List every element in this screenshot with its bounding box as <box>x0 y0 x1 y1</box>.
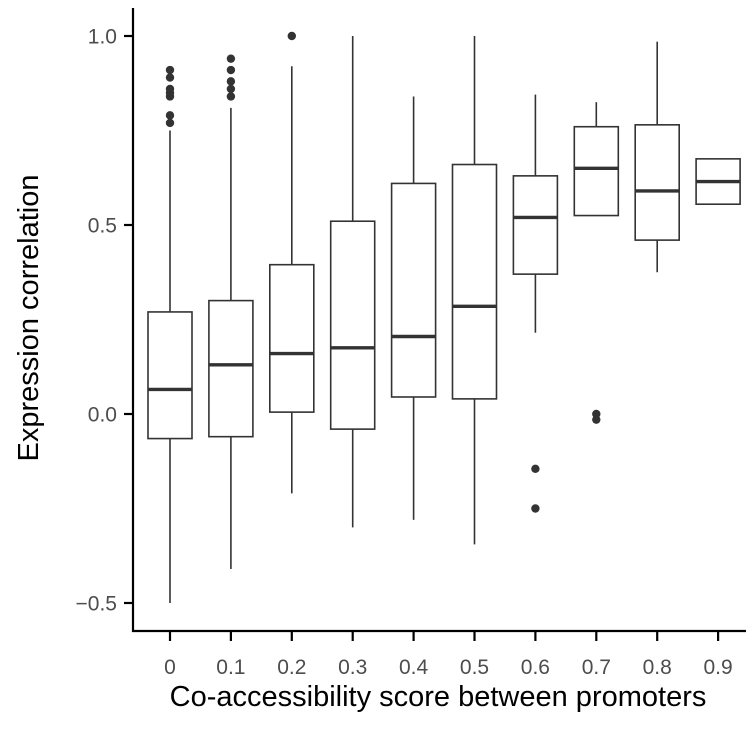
outlier-point <box>226 92 236 101</box>
outlier-point <box>592 415 601 424</box>
x-tick-label: 0.1 <box>216 656 245 679</box>
box-iqr <box>147 311 193 440</box>
outlier-point <box>165 73 175 82</box>
y-tick-label: 0.0 <box>88 404 117 427</box>
outlier-point <box>531 504 540 513</box>
box-group-0.5 <box>451 36 498 545</box>
axes-layer <box>131 8 746 633</box>
outlier-point <box>226 54 236 63</box>
box-iqr <box>268 263 315 413</box>
box-group-0.9 <box>695 158 741 206</box>
x-tick-label: 0.7 <box>582 656 611 679</box>
x-tick-label: 0.4 <box>399 656 429 679</box>
box-group-0 <box>147 65 193 603</box>
box-group-0.2 <box>268 31 315 494</box>
x-axis-title: Co-accessibility score between promoters <box>170 681 707 713</box>
box-iqr <box>329 220 376 430</box>
box-group-0.3 <box>329 36 376 528</box>
x-tick-label: 0.9 <box>703 656 732 679</box>
box-iqr <box>573 125 620 217</box>
box-iqr <box>208 299 254 438</box>
x-ticks-layer: 0 0.1 0.2 0.3 0.4 0.5 0.6 0.7 0.8 0.9 <box>164 631 733 679</box>
box-iqr <box>451 163 498 400</box>
box-group-0.1 <box>208 54 254 569</box>
box-iqr <box>390 182 437 398</box>
box-group-0.4 <box>390 96 437 520</box>
outlier-point <box>531 464 540 474</box>
box-iqr <box>512 175 559 275</box>
y-tick-label: −0.5 <box>76 593 117 616</box>
x-tick-label: 0.6 <box>521 656 550 679</box>
outlier-point <box>226 84 236 94</box>
x-tick-label: 0.2 <box>277 656 306 679</box>
box-iqr <box>634 124 681 241</box>
y-tick-label: 0.5 <box>88 215 117 238</box>
y-axis-title: Expression correlation <box>13 175 45 462</box>
x-tick-label: 0.8 <box>643 656 672 679</box>
x-tick-label: 0 <box>164 656 176 679</box>
outlier-point <box>287 31 296 41</box>
outlier-point <box>165 65 175 75</box>
box-group-0.6 <box>512 94 559 513</box>
outlier-point <box>226 77 236 86</box>
outlier-point <box>165 111 175 120</box>
boxes-layer <box>147 31 741 603</box>
x-tick-label: 0.5 <box>460 656 489 679</box>
outlier-point <box>226 65 236 75</box>
y-ticks-layer: −0.5 0.0 0.5 1.0 <box>76 26 133 616</box>
box-group-0.7 <box>573 102 620 424</box>
x-tick-label: 0.3 <box>338 656 367 679</box>
outlier-point <box>165 84 175 94</box>
y-tick-label: 1.0 <box>88 26 117 49</box>
outlier-point <box>165 118 175 128</box>
box-group-0.8 <box>634 41 681 273</box>
